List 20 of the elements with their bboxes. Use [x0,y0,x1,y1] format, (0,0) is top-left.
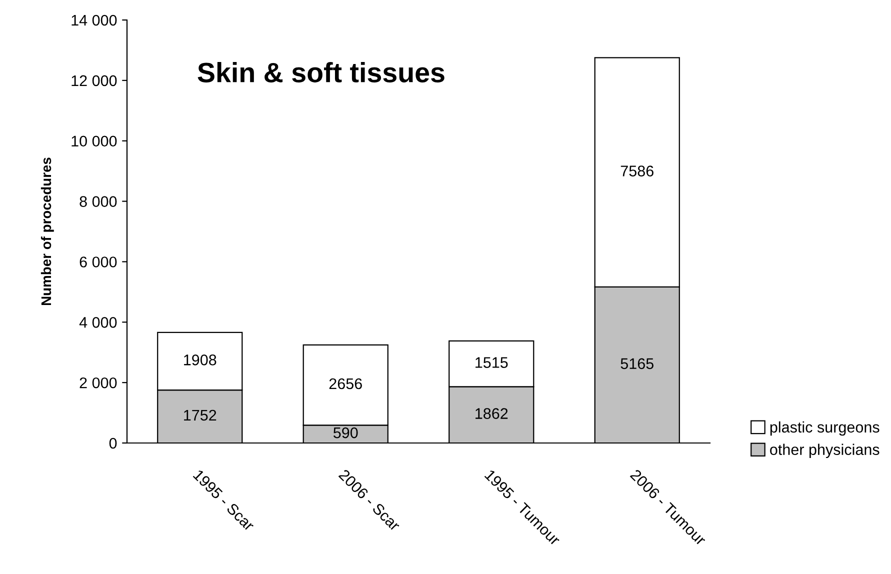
data-label: 1862 [476,408,508,419]
data-label: 1908 [184,354,216,366]
y-tick-label: 8 000 [80,196,117,207]
y-tick-label: 0 [109,438,117,449]
data-label: 1752 [184,410,216,421]
legend-label: plastic surgeons [770,421,880,436]
data-label: 590 [333,427,358,438]
data-label: 1515 [476,357,508,368]
y-tick-label: 6 000 [80,256,117,268]
y-axis-title: Number of procedures [40,158,54,306]
legend-label: other physicians [770,444,880,458]
y-tick-label: 10 000 [72,136,117,147]
data-label: 2656 [329,378,362,390]
text: Skin & soft tissues [198,62,444,82]
data-label: 7586 [620,166,654,176]
y-tick-label: 2 000 [80,377,117,388]
data-label: 5165 [620,358,654,370]
y-tick-label: 4 000 [79,317,117,328]
y-tick-label: 12 000 [72,75,117,86]
y-tick-label: 14 000 [72,14,117,26]
